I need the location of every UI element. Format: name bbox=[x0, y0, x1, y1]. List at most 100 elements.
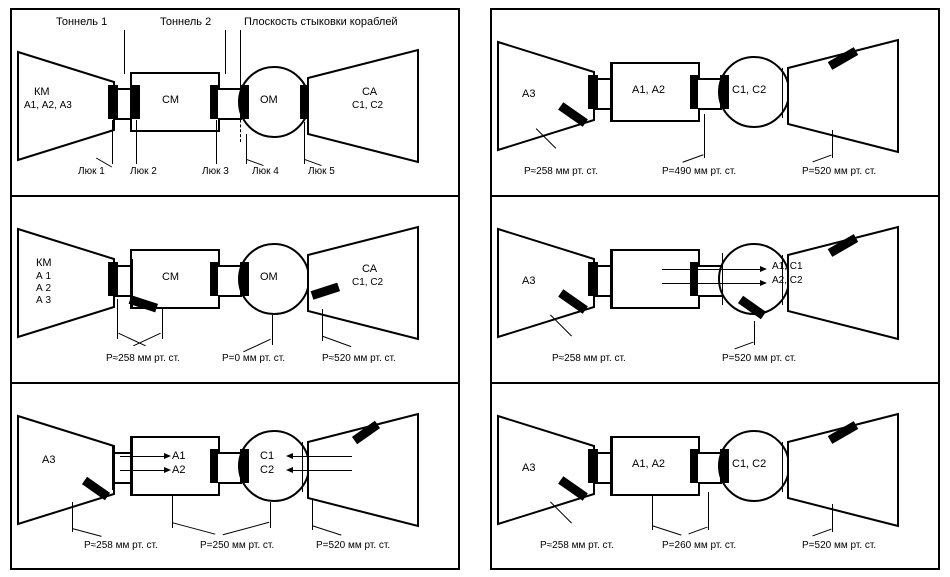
hatch-4 bbox=[720, 449, 729, 483]
om-label-2: С2 bbox=[260, 464, 274, 476]
hatch-1 bbox=[108, 262, 118, 296]
arrow-head bbox=[760, 280, 767, 286]
hatch-label-1: Люк 1 bbox=[78, 166, 105, 177]
km-cone bbox=[498, 42, 598, 150]
hatch-1 bbox=[588, 75, 598, 109]
arrow-head bbox=[760, 266, 767, 272]
sm-module bbox=[610, 249, 700, 309]
leader bbox=[136, 120, 137, 164]
hatch-tick bbox=[722, 253, 723, 305]
om-label: ОМ bbox=[260, 271, 278, 283]
leader bbox=[754, 321, 755, 345]
leader bbox=[216, 120, 217, 164]
hatch-tick bbox=[112, 446, 113, 490]
arrow bbox=[662, 269, 762, 270]
leader bbox=[72, 528, 101, 537]
leader bbox=[133, 333, 161, 347]
km-cone bbox=[498, 229, 598, 337]
km-label-2c: А 3 bbox=[36, 295, 51, 306]
km-label: А3 bbox=[522, 462, 535, 474]
leader bbox=[832, 504, 833, 532]
pressure-right: Р=520 мм рт. ст. bbox=[316, 540, 390, 551]
leader bbox=[653, 525, 682, 535]
pressure-right: Р=520 мм рт. ст. bbox=[802, 540, 876, 551]
om-label: С1, С2 bbox=[732, 458, 766, 470]
sm-label-1: А1 bbox=[172, 450, 185, 462]
hatch-4 bbox=[240, 449, 249, 483]
arrow bbox=[120, 470, 166, 471]
km-label-1: КМ bbox=[34, 86, 50, 98]
hatch-4 bbox=[720, 75, 729, 109]
leader bbox=[173, 522, 216, 534]
arrow bbox=[292, 456, 352, 457]
hatch-tick bbox=[612, 436, 613, 496]
km-label: А3 bbox=[42, 454, 55, 466]
arrow bbox=[120, 456, 166, 457]
hatch-label-4: Люк 4 bbox=[252, 166, 279, 177]
leader bbox=[832, 130, 833, 158]
leader bbox=[243, 339, 271, 353]
leader bbox=[124, 30, 125, 74]
hatch-1 bbox=[108, 85, 118, 119]
label-tunnel1: Тоннель 1 bbox=[56, 16, 107, 28]
arrow-head bbox=[286, 453, 293, 459]
pressure-mid: Р=250 мм рт. ст. bbox=[200, 540, 274, 551]
leader bbox=[304, 122, 305, 164]
pressure-right: Р=520 мм рт. ст. bbox=[802, 166, 876, 177]
leader bbox=[118, 333, 146, 347]
hatch-tick bbox=[782, 68, 783, 118]
arrow-head bbox=[164, 467, 171, 473]
om-label: С1, С2 bbox=[732, 84, 766, 96]
hatch-tick bbox=[612, 249, 613, 309]
hatch-label-2: Люк 2 bbox=[130, 166, 157, 177]
leader bbox=[682, 154, 703, 162]
sm-label: А1, А2 bbox=[632, 84, 665, 96]
km-cone bbox=[18, 229, 118, 337]
hatch-label-5: Люк 5 bbox=[308, 166, 335, 177]
hatch-1 bbox=[588, 262, 598, 296]
leader bbox=[734, 342, 753, 350]
sa-label-2: С1, С2 bbox=[352, 277, 383, 288]
km-label-2: А1, А2, А3 bbox=[24, 100, 72, 111]
hatch-tick bbox=[132, 436, 133, 496]
om-label: ОМ bbox=[260, 94, 278, 106]
hatch-2 bbox=[130, 85, 140, 119]
hatch-tick bbox=[782, 442, 783, 492]
hatch-tick bbox=[302, 442, 303, 492]
sa-label-1: СА bbox=[362, 86, 377, 98]
sm-label-2: А2 bbox=[172, 464, 185, 476]
hatch-tick bbox=[612, 62, 613, 122]
hatch-label-3: Люк 3 bbox=[202, 166, 229, 177]
km-cone bbox=[498, 416, 598, 524]
left-column: Тоннель 1 Тоннель 2 Плоскость стыковки к… bbox=[10, 8, 460, 570]
right-panel-2: А3 А1, С1 А2, С2 Р≈258 мм bbox=[492, 197, 938, 384]
leader bbox=[272, 315, 273, 345]
pressure-mid: Р=260 мм рт. ст. bbox=[662, 540, 736, 551]
leader bbox=[688, 527, 707, 535]
label-tunnel2: Тоннель 2 bbox=[160, 16, 211, 28]
page: Тоннель 1 Тоннель 2 Плоскость стыковки к… bbox=[0, 0, 950, 577]
om-label-1: А1, С1 bbox=[772, 261, 803, 272]
hatch-4 bbox=[240, 85, 249, 119]
pressure-right: Р=520 мм рт. ст. bbox=[722, 353, 796, 364]
right-column: А3 А1, А2 С1, С2 Р≈258 мм рт. ст. Р=490 … bbox=[490, 8, 940, 570]
pressure-left: Р≈258 мм рт. ст. bbox=[524, 166, 598, 177]
km-cone bbox=[18, 416, 118, 524]
pressure-mid: Р=0 мм рт. ст. bbox=[222, 353, 285, 364]
leader bbox=[162, 309, 163, 339]
hatch-tick bbox=[132, 259, 133, 309]
leader bbox=[246, 159, 263, 166]
arrow-head bbox=[164, 453, 171, 459]
hatch-4 bbox=[240, 262, 249, 296]
km-label: А3 bbox=[522, 275, 535, 287]
pressure-left: Р≈258 мм рт. ст. bbox=[106, 353, 180, 364]
leader bbox=[313, 525, 342, 535]
km-label: А3 bbox=[522, 88, 535, 100]
sm-label: СМ bbox=[162, 94, 179, 106]
pressure-left: Р≈258 мм рт. ст. bbox=[540, 540, 614, 551]
leader bbox=[225, 30, 226, 74]
left-panel-1: Тоннель 1 Тоннель 2 Плоскость стыковки к… bbox=[12, 10, 458, 197]
km-label-1: КМ bbox=[36, 257, 52, 269]
left-panel-3: А3 А1 А2 С1 С2 bbox=[12, 384, 458, 572]
km-label-2a: А 1 bbox=[36, 271, 51, 282]
